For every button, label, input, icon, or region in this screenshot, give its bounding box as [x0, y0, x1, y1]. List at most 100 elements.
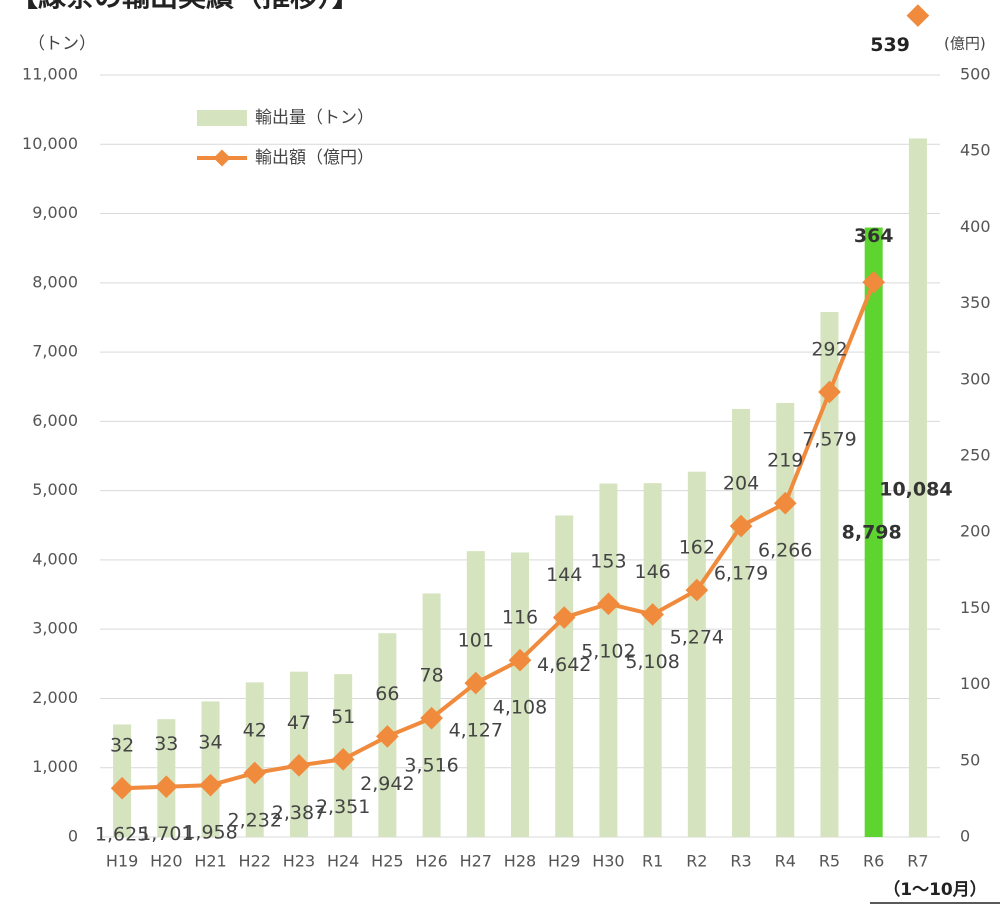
line-marker	[552, 606, 576, 629]
x-tick-label: H25	[371, 852, 403, 871]
bar	[555, 515, 574, 837]
line-marker	[685, 578, 709, 602]
x-tick-label: H24	[327, 852, 359, 871]
line-value-label: 34	[198, 732, 222, 754]
line-value-label: 51	[331, 706, 355, 728]
bar-value-label: 4,642	[537, 654, 591, 676]
y2-tick-label: 150	[960, 598, 991, 617]
y2-tick-label: 0	[960, 827, 970, 846]
bar	[201, 701, 220, 837]
line-marker	[641, 603, 664, 626]
line-marker	[287, 754, 311, 777]
y-tick-label: 3,000	[32, 619, 78, 638]
line-marker	[862, 270, 885, 294]
bar	[245, 682, 264, 837]
y-tick-label: 9,000	[32, 203, 78, 222]
y-tick-label: 10,000	[22, 134, 78, 153]
line-value-label: 364	[854, 225, 894, 247]
x-tick-label: H23	[283, 852, 315, 871]
line-marker	[906, 4, 930, 27]
line-marker	[729, 514, 753, 538]
bar-value-label: 3,516	[404, 755, 458, 777]
bar-value-label: 10,084	[879, 479, 952, 501]
bar	[776, 402, 795, 837]
legend-label: 輸出額（億円）	[255, 148, 374, 168]
bar-value-label: 1,625	[95, 824, 149, 846]
bar-value-label: 8,798	[842, 522, 902, 544]
y2-tick-label: 50	[960, 750, 980, 769]
line-value-label: 539	[870, 34, 910, 56]
line-value-label: 116	[502, 607, 538, 629]
legend-label: 輸出量（トン）	[255, 108, 374, 128]
y2-tick-label: 200	[960, 522, 991, 541]
y2-tick-label: 300	[960, 369, 991, 388]
line-value-label: 146	[634, 561, 670, 583]
bar-value-label: 4,108	[493, 697, 547, 719]
line-marker	[331, 747, 355, 771]
y-tick-label: 2,000	[32, 688, 78, 707]
y-tick-label: 11,000	[22, 65, 78, 84]
bar-value-label: 7,579	[802, 428, 856, 450]
x-tick-label: R7	[907, 852, 928, 871]
line-value-label: 101	[458, 630, 494, 652]
bar-value-label: 1,958	[183, 822, 237, 844]
line-marker	[818, 380, 841, 404]
legend-swatch	[197, 110, 247, 126]
line-value-label: 66	[375, 683, 399, 705]
y-tick-label: 1,000	[32, 757, 78, 776]
bar	[643, 483, 662, 837]
y-tick-label: 8,000	[32, 272, 78, 291]
bar	[511, 552, 529, 837]
bar-value-label: 6,266	[758, 540, 812, 562]
y-tick-label: 4,000	[32, 549, 78, 568]
y-axis-label: （トン）	[28, 34, 96, 54]
y-tick-label: 0	[68, 827, 78, 846]
x-tick-label: H30	[592, 852, 624, 871]
bar-value-label: 2,232	[228, 809, 282, 831]
y2-tick-label: 100	[960, 674, 991, 693]
line-value-label: 153	[590, 550, 626, 572]
x-tick-label: H27	[460, 852, 492, 871]
x-tick-label: R1	[642, 852, 663, 871]
chart-title: 【緑茶の輸出実績（推移）】	[10, 0, 360, 13]
y2-tick-label: 250	[960, 446, 991, 465]
bar-value-label: 2,942	[360, 773, 414, 795]
x-tick-label: H19	[106, 852, 138, 871]
x-tick-label: H21	[194, 852, 226, 871]
y-tick-label: 6,000	[32, 411, 78, 430]
line-marker	[464, 671, 488, 695]
bar-value-label: 2,387	[272, 802, 326, 824]
x-tick-label: H20	[150, 852, 182, 871]
line-marker	[420, 706, 443, 730]
line-value-label: 292	[811, 338, 847, 360]
y-tick-label: 5,000	[32, 480, 78, 499]
bar	[687, 471, 706, 837]
line-marker	[597, 592, 620, 616]
x-tick-label: H26	[415, 852, 447, 871]
bar	[908, 138, 927, 838]
line-marker	[110, 776, 134, 800]
y2-tick-label: 350	[960, 293, 991, 312]
bar-value-label: 1,701	[139, 823, 193, 845]
bar-value-label: 6,179	[714, 563, 768, 585]
bar-value-label: 5,274	[670, 627, 724, 649]
legend-marker	[213, 149, 231, 167]
y2-tick-label: 400	[960, 217, 991, 236]
line-value-label: 219	[767, 450, 803, 472]
x-tick-label: H22	[239, 852, 271, 871]
line-value-label: 42	[243, 719, 267, 741]
bar	[820, 311, 839, 837]
x-tick-label: R5	[819, 852, 840, 871]
line-value-label: 144	[546, 564, 582, 586]
line-value-label: 78	[419, 665, 443, 687]
bar	[864, 227, 883, 837]
annotation: （1～10月）	[883, 879, 987, 900]
x-tick-label: R4	[775, 852, 796, 871]
x-tick-label: R3	[730, 852, 751, 871]
line-marker	[773, 491, 797, 515]
line-marker	[376, 725, 399, 748]
line-value-label: 33	[154, 733, 178, 755]
line-value-label: 204	[723, 473, 759, 495]
line-value-label: 32	[110, 735, 134, 757]
